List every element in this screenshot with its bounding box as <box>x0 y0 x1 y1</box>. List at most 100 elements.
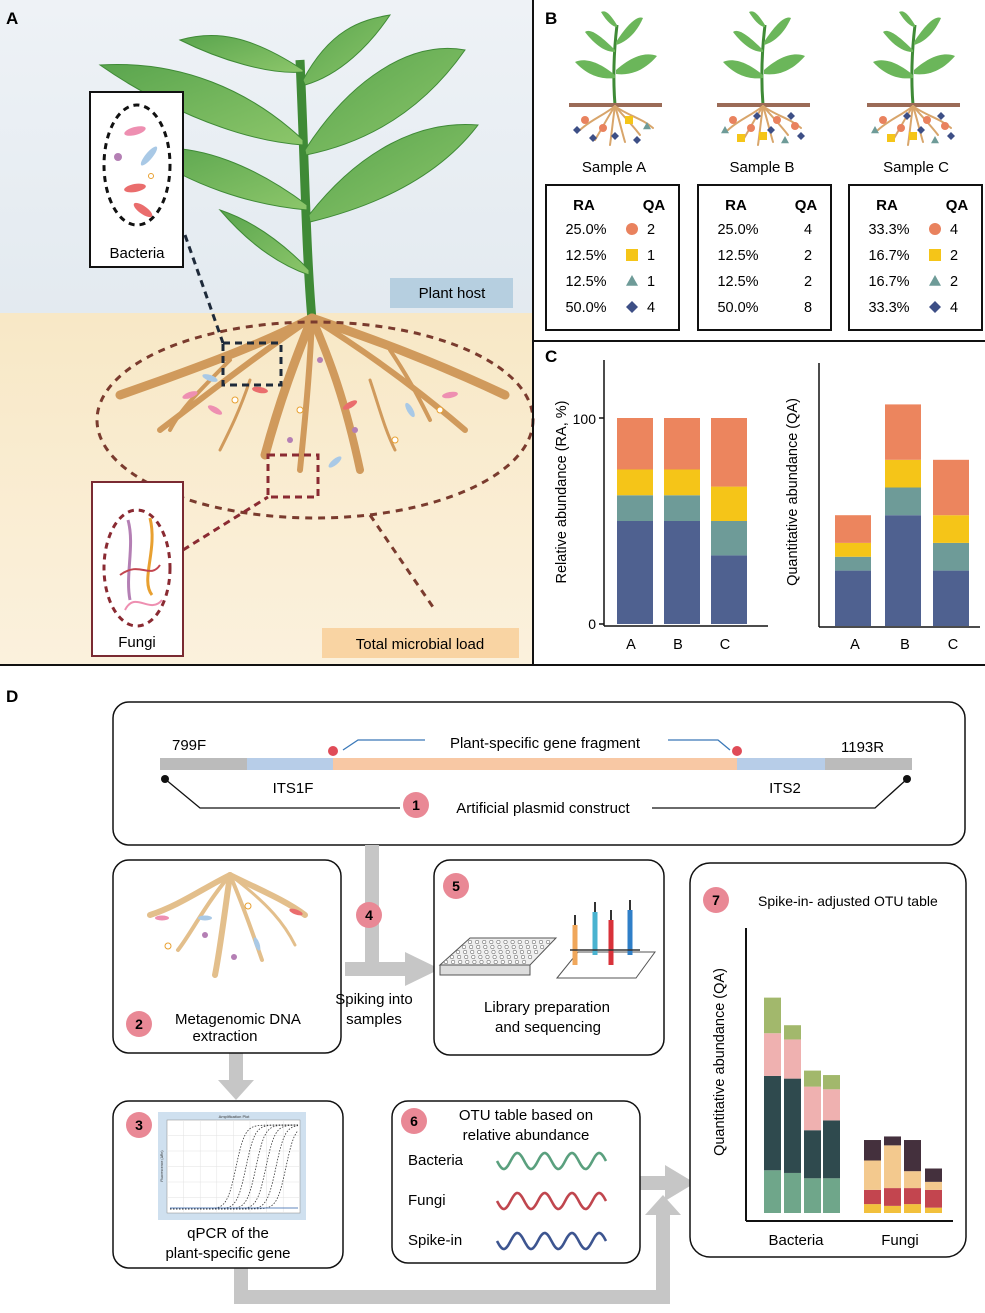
well-icon <box>486 959 491 964</box>
qa-value: 4 <box>950 300 958 316</box>
well-icon <box>522 959 527 964</box>
junction-dot-icon <box>732 746 742 756</box>
step-2-number: 2 <box>135 1016 143 1032</box>
step-5-label-line2: and sequencing <box>495 1019 601 1036</box>
arrow-bottom-right <box>656 1212 670 1304</box>
ra-value: 25.0% <box>565 222 606 238</box>
well-plate-icon <box>438 937 558 976</box>
bacterium-icon <box>114 153 122 161</box>
bar-segment <box>804 1178 821 1213</box>
bar-segment <box>764 1170 781 1213</box>
well-icon <box>492 954 497 959</box>
well-icon <box>449 954 454 959</box>
well-icon <box>467 939 472 944</box>
sequence-wave-icon <box>495 1191 608 1211</box>
bar-segment <box>835 570 871 626</box>
diamond-marker-icon <box>947 132 955 140</box>
qpcr-plot: Amplification Plot Fluorescence (ΔRn) <box>158 1112 306 1220</box>
step-7-badge <box>703 887 729 913</box>
step-1-badge <box>403 792 429 818</box>
step-1-box: Plant-specific gene fragment 799F 1193R … <box>112 701 966 846</box>
sample-table <box>848 184 983 331</box>
fungi-zoom-box <box>266 453 320 499</box>
panel-label-b: B <box>545 9 557 28</box>
bar-segment <box>664 495 700 521</box>
sample-table <box>697 184 832 331</box>
circle-marker-icon <box>747 124 755 132</box>
bacterium-icon <box>148 173 154 179</box>
circle-marker-icon <box>729 116 737 124</box>
bar-segment <box>864 1160 881 1190</box>
arrow-down-icon <box>218 1080 254 1100</box>
well-icon <box>455 949 460 954</box>
bar-segment <box>904 1171 921 1189</box>
step-3-label-line1: qPCR of the <box>187 1225 269 1242</box>
bar-segment <box>664 521 700 624</box>
ra-value: 33.3% <box>868 300 909 316</box>
qa-value: 2 <box>950 274 958 290</box>
well-icon <box>520 954 525 959</box>
bacterium-icon <box>124 126 146 136</box>
total-load-leader <box>368 514 437 611</box>
sample-table <box>545 184 680 331</box>
well-icon <box>514 959 519 964</box>
diamond-marker-icon <box>917 126 925 134</box>
well-icon <box>540 944 545 949</box>
x-tick-label: A <box>850 637 860 653</box>
diamond-marker-icon <box>929 301 941 313</box>
well-icon <box>510 939 515 944</box>
step-4-number: 4 <box>365 907 373 923</box>
bar-segment <box>664 418 700 470</box>
bar-segment <box>764 1033 781 1076</box>
bar-segment <box>617 469 653 496</box>
step-4: 4 Spiking into samples <box>335 902 413 1028</box>
primer-left-label: 799F <box>172 737 206 754</box>
diamond-marker-icon <box>797 132 805 140</box>
plant-host-badge <box>390 278 513 308</box>
chart-spike-in-otu: Quantitative abundance (QA) Bacteria Fungi <box>712 928 953 1249</box>
bar-segment <box>711 555 747 624</box>
step-2-box: 2 Metagenomic DNA extraction <box>112 859 342 1054</box>
diamond-marker-icon <box>611 132 619 140</box>
ra-value: 50.0% <box>717 300 758 316</box>
step-6-box: 6 OTU table based on relative abundance … <box>391 1100 641 1264</box>
bar-segment <box>617 495 653 521</box>
bar-segment <box>864 1140 881 1161</box>
circle-marker-icon <box>929 223 941 235</box>
qa-value: 4 <box>950 222 958 238</box>
seedling-icon <box>723 11 805 106</box>
arrow-step6-to-7-shaft <box>640 1176 670 1190</box>
well-icon <box>498 949 503 954</box>
square-marker-icon <box>909 132 917 140</box>
bar-segment <box>617 418 653 470</box>
square-marker-icon <box>625 116 633 124</box>
bar-segment <box>933 459 969 516</box>
well-icon <box>478 954 483 959</box>
triangle-marker-icon <box>871 126 879 134</box>
its1f-segment <box>247 758 333 770</box>
bar-segment <box>823 1075 840 1090</box>
well-icon <box>472 959 477 964</box>
ra-value: 33.3% <box>868 222 909 238</box>
bar-segment <box>823 1120 840 1179</box>
col-qa-header: QA <box>643 197 666 214</box>
well-icon <box>538 939 543 944</box>
well-icon <box>458 959 463 964</box>
bar-segment <box>885 487 921 516</box>
junction-dot-icon <box>328 746 338 756</box>
y-tick-label: 100 <box>573 411 597 427</box>
qa-value: 1 <box>647 274 655 290</box>
construct-bracket-right <box>652 778 908 809</box>
x-tick-label: C <box>720 637 730 653</box>
bar-segment <box>784 1025 801 1040</box>
well-icon <box>470 949 475 954</box>
well-icon <box>504 944 509 949</box>
well-icon <box>532 944 537 949</box>
bar-segment <box>864 1204 881 1213</box>
bacteria-zoom-box <box>221 341 283 387</box>
qa-value: 4 <box>647 300 655 316</box>
sample-2: Sample B RA QA 25.0% 4 12.5% 2 12.5% 2 50.0% 8 <box>697 11 832 331</box>
well-icon <box>534 949 539 954</box>
bar-segment <box>764 997 781 1034</box>
well-icon <box>443 959 448 964</box>
